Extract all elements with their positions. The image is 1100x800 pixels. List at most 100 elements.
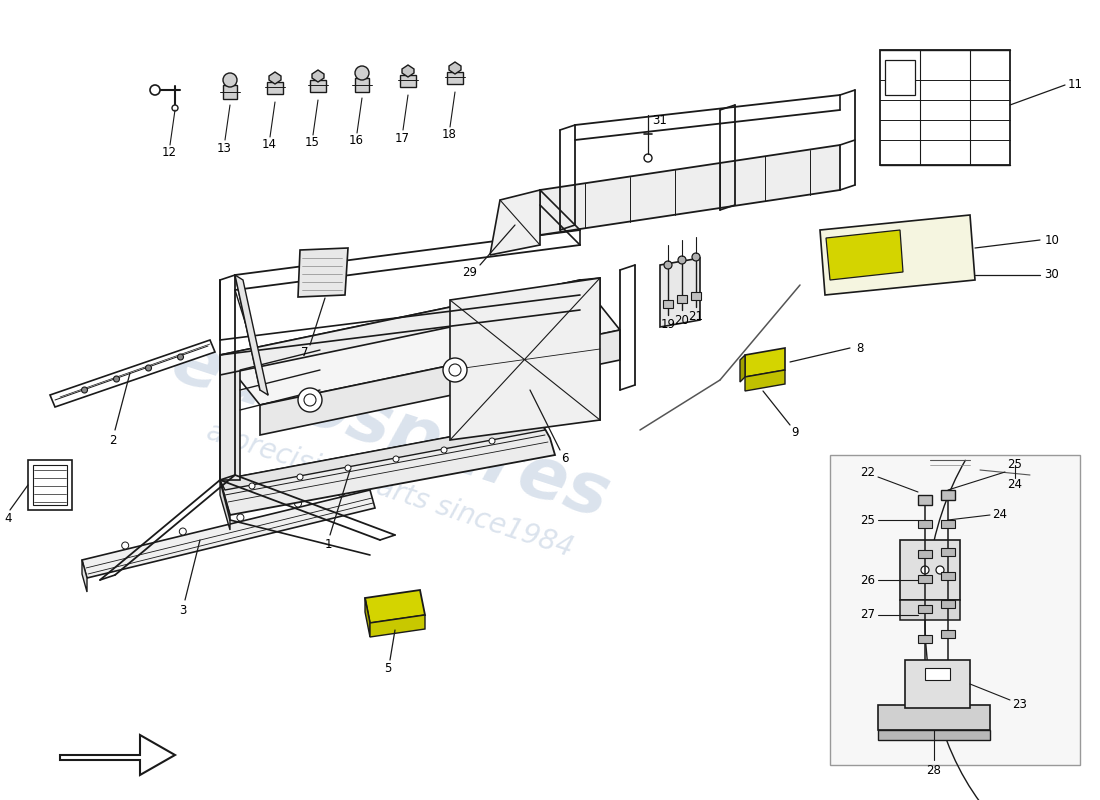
Polygon shape [918, 550, 932, 558]
Circle shape [678, 256, 686, 264]
Polygon shape [691, 292, 701, 300]
Polygon shape [878, 705, 990, 730]
Circle shape [441, 447, 447, 453]
Polygon shape [220, 355, 240, 480]
Circle shape [490, 438, 495, 444]
Polygon shape [663, 300, 673, 308]
Polygon shape [450, 278, 600, 440]
Circle shape [298, 388, 322, 412]
Text: 9: 9 [791, 426, 799, 439]
Circle shape [393, 456, 399, 462]
Polygon shape [940, 548, 955, 556]
Text: 10: 10 [1045, 234, 1059, 246]
Circle shape [177, 354, 184, 360]
Circle shape [172, 105, 178, 111]
Circle shape [236, 514, 244, 521]
Polygon shape [886, 60, 915, 95]
Text: eurospares: eurospares [162, 326, 618, 534]
Text: 15: 15 [305, 137, 319, 150]
Circle shape [113, 376, 120, 382]
Text: 25: 25 [860, 514, 876, 526]
Text: 31: 31 [652, 114, 668, 126]
Polygon shape [745, 348, 785, 377]
Text: 1: 1 [324, 538, 332, 551]
Text: 24: 24 [992, 509, 1008, 522]
Circle shape [338, 490, 344, 497]
Polygon shape [745, 370, 785, 391]
Polygon shape [220, 280, 580, 375]
Polygon shape [820, 215, 975, 295]
Circle shape [145, 365, 152, 371]
Text: 4: 4 [4, 511, 12, 525]
Circle shape [644, 154, 652, 162]
Circle shape [223, 73, 236, 87]
Text: 14: 14 [262, 138, 276, 151]
Polygon shape [940, 630, 955, 638]
Text: 22: 22 [860, 466, 876, 479]
Polygon shape [270, 72, 280, 84]
Circle shape [295, 500, 301, 507]
Circle shape [443, 358, 468, 382]
Circle shape [345, 465, 351, 471]
Circle shape [122, 542, 129, 549]
Text: 21: 21 [689, 310, 704, 323]
Polygon shape [880, 50, 1010, 165]
Circle shape [297, 474, 302, 480]
Polygon shape [918, 670, 932, 678]
Polygon shape [400, 75, 416, 87]
Polygon shape [925, 668, 950, 680]
Polygon shape [918, 605, 932, 613]
Polygon shape [918, 575, 932, 583]
Text: 3: 3 [179, 603, 187, 617]
Text: 23: 23 [1013, 698, 1027, 711]
Polygon shape [660, 258, 700, 327]
Circle shape [179, 528, 186, 535]
Polygon shape [260, 330, 620, 435]
Polygon shape [826, 230, 903, 280]
Text: 24: 24 [1008, 478, 1023, 491]
Polygon shape [402, 65, 414, 77]
Text: 11: 11 [1067, 78, 1082, 91]
Text: 29: 29 [462, 266, 477, 278]
Text: 18: 18 [441, 129, 456, 142]
Polygon shape [220, 480, 230, 530]
Text: 16: 16 [349, 134, 363, 147]
Text: a precision parts since1984: a precision parts since1984 [204, 418, 576, 562]
Polygon shape [540, 145, 840, 235]
Polygon shape [900, 540, 960, 600]
Polygon shape [28, 460, 72, 510]
Polygon shape [447, 72, 463, 84]
Polygon shape [82, 490, 375, 578]
Bar [830, 455, 1080, 765]
Circle shape [449, 364, 461, 376]
Circle shape [692, 253, 700, 261]
Polygon shape [310, 80, 326, 92]
Polygon shape [223, 85, 236, 99]
Polygon shape [940, 572, 955, 580]
Polygon shape [50, 340, 215, 407]
Polygon shape [918, 520, 932, 528]
Text: 30: 30 [1045, 269, 1059, 282]
Text: 8: 8 [856, 342, 864, 354]
Text: 13: 13 [217, 142, 231, 154]
Text: 2: 2 [109, 434, 117, 446]
Circle shape [304, 394, 316, 406]
Polygon shape [370, 615, 425, 637]
Polygon shape [355, 78, 368, 92]
Text: 7: 7 [301, 346, 309, 359]
Polygon shape [905, 660, 970, 708]
Polygon shape [740, 355, 745, 382]
Polygon shape [940, 520, 955, 528]
Circle shape [249, 483, 255, 489]
Text: 28: 28 [926, 763, 942, 777]
Polygon shape [940, 665, 955, 673]
Polygon shape [918, 495, 932, 505]
Text: 5: 5 [384, 662, 392, 674]
Text: 20: 20 [674, 314, 690, 326]
Polygon shape [676, 295, 688, 303]
Polygon shape [900, 600, 960, 620]
Polygon shape [33, 465, 67, 505]
Polygon shape [235, 275, 268, 395]
Circle shape [921, 566, 929, 574]
Circle shape [664, 261, 672, 269]
